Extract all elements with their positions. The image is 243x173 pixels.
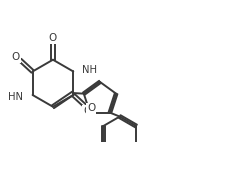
Text: HN: HN <box>9 92 23 102</box>
Text: O: O <box>83 106 91 116</box>
Text: O: O <box>49 33 57 43</box>
Text: O: O <box>87 103 95 113</box>
Text: NH: NH <box>82 65 97 75</box>
Text: O: O <box>11 52 20 62</box>
